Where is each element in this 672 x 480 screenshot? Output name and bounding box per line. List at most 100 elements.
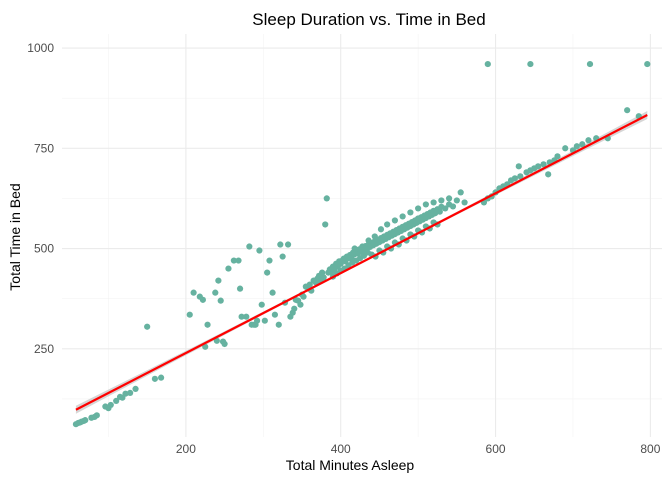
data-point (442, 205, 449, 212)
data-point (422, 201, 429, 208)
data-point (246, 243, 253, 250)
data-point (238, 313, 245, 320)
data-point (284, 241, 292, 248)
trend-line-layer (75, 114, 648, 411)
data-point (391, 217, 399, 224)
data-point (221, 340, 228, 348)
data-point (122, 390, 129, 397)
data-point (151, 375, 159, 382)
data-point (113, 397, 120, 405)
y-tick-label: 1000 (27, 41, 54, 55)
data-point (515, 163, 522, 170)
data-point (82, 417, 89, 424)
x-tick-label: 600 (486, 442, 506, 456)
chart-title: Sleep Duration vs. Time in Bed (252, 10, 485, 29)
data-point (132, 385, 139, 392)
data-point (527, 60, 534, 68)
data-point (144, 323, 151, 330)
data-point (436, 208, 443, 215)
data-point (204, 321, 211, 328)
data-point (202, 343, 209, 350)
data-point (585, 137, 592, 144)
data-point (484, 60, 491, 68)
data-point (319, 269, 326, 276)
data-point (279, 253, 286, 260)
data-point (535, 163, 542, 170)
data-point (235, 257, 242, 264)
data-point (624, 107, 631, 114)
y-axis-title: Total Time in Bed (7, 183, 23, 290)
y-tick-label: 250 (34, 342, 54, 356)
data-point (371, 233, 378, 240)
data-point (377, 226, 385, 233)
data-point (186, 311, 193, 318)
data-point (364, 249, 371, 256)
data-point (415, 205, 422, 212)
data-point (215, 277, 222, 284)
data-point (445, 195, 453, 202)
x-axis-title: Total Minutes Asleep (286, 457, 415, 473)
data-point (291, 305, 298, 312)
data-point (213, 337, 220, 344)
data-point (93, 412, 100, 419)
data-point (384, 221, 391, 228)
data-point (212, 289, 219, 296)
data-point (230, 257, 237, 264)
data-point (320, 274, 327, 281)
data-point (359, 243, 366, 250)
data-point (554, 153, 561, 160)
data-point (269, 289, 276, 296)
data-point (644, 60, 651, 68)
data-point (264, 269, 271, 276)
data-point (351, 245, 358, 252)
data-point (579, 141, 586, 148)
y-tick-label: 500 (34, 242, 54, 256)
data-point (271, 311, 279, 318)
data-point (127, 389, 134, 396)
data-point (256, 247, 263, 254)
data-point (430, 199, 437, 206)
data-point (300, 293, 307, 300)
data-point (322, 221, 329, 228)
data-point (275, 321, 282, 328)
data-point (217, 297, 224, 304)
data-point (511, 175, 519, 182)
x-tick-label: 400 (331, 442, 351, 456)
data-point (449, 203, 457, 210)
data-point (107, 401, 114, 409)
data-point (562, 145, 569, 152)
data-point (157, 374, 165, 381)
data-point (365, 237, 372, 244)
data-point (236, 285, 244, 292)
data-point (461, 199, 468, 206)
data-point (253, 317, 261, 324)
data-point (266, 257, 273, 264)
data-point (190, 289, 197, 296)
data-point (261, 317, 268, 324)
data-point (545, 171, 552, 178)
trend-line (75, 114, 648, 411)
data-point (586, 60, 594, 68)
data-point (438, 197, 445, 204)
data-point (453, 197, 460, 204)
y-tick-label: 750 (34, 141, 54, 155)
data-point (573, 143, 580, 150)
data-point (399, 213, 406, 220)
data-point (306, 281, 313, 288)
data-point (540, 161, 547, 168)
data-point (457, 189, 464, 196)
x-tick-label: 200 (176, 442, 196, 456)
data-point (243, 313, 250, 320)
data-point (199, 296, 207, 303)
data-point (517, 173, 524, 180)
data-point (407, 209, 414, 216)
data-point (297, 301, 304, 308)
data-point (277, 241, 284, 248)
data-point (258, 301, 265, 308)
x-tick-label: 800 (640, 442, 660, 456)
data-point (225, 265, 232, 272)
data-point (323, 195, 330, 202)
tick-labels: 200 400 600 800 250 500 750 1000 (27, 41, 660, 456)
